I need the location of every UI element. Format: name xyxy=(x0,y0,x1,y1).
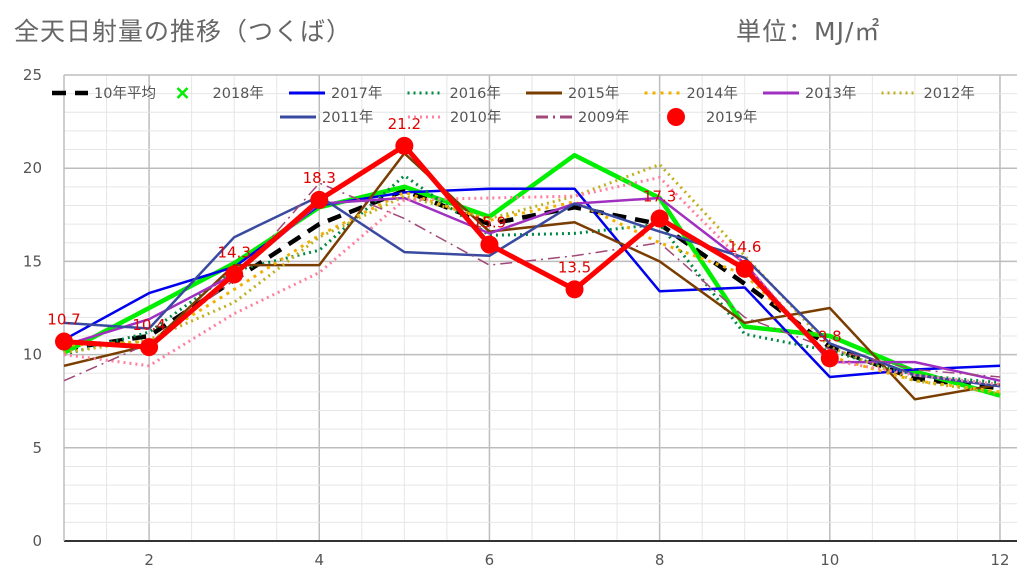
legend-label-0: 10年平均 xyxy=(94,85,156,102)
legend-label-11: 2019年 xyxy=(706,109,757,126)
x-tick-label: 2 xyxy=(144,551,154,569)
series-marker-11 xyxy=(565,280,584,299)
series-line-4 xyxy=(63,152,1001,401)
data-label: 18.3 xyxy=(303,169,336,187)
series-line-5 xyxy=(63,190,1001,394)
legend-label-5: 2014年 xyxy=(687,85,738,102)
series-marker-11 xyxy=(735,259,754,278)
data-label: 10.4 xyxy=(132,316,165,334)
axes: 0 5 10 15 20 25 2 4 6 8 10 12 xyxy=(23,66,1010,569)
grid-lines xyxy=(63,74,1017,542)
series-marker-11 xyxy=(820,349,839,368)
y-tick-label: 15 xyxy=(23,252,42,270)
data-label: 15.9 xyxy=(473,214,506,232)
legend-label-9: 2010年 xyxy=(450,109,501,126)
y-tick-label: 20 xyxy=(23,159,42,177)
series-line-7 xyxy=(63,163,1001,396)
x-tick-label: 10 xyxy=(820,551,839,569)
series-line-8 xyxy=(63,194,1001,388)
series-line-2 xyxy=(63,187,1001,379)
series-marker-11 xyxy=(55,332,73,351)
x-tick-label: 4 xyxy=(314,551,324,569)
legend-swatch-11 xyxy=(667,108,685,126)
series-group xyxy=(55,136,1001,401)
series-line-9 xyxy=(63,176,1001,386)
data-labels: 10.7 10.4 14.3 18.3 21.2 15.9 13.5 17.3 14.6 9.8 xyxy=(47,115,841,345)
series-marker-11 xyxy=(140,338,159,357)
legend: 10年平均 2018年 2017年 2016年 2015年 2014年 2013年 2012年… xyxy=(52,85,975,126)
data-label: 17.3 xyxy=(643,188,676,206)
legend-swatch-1 xyxy=(176,87,189,99)
x-tick-label: 12 xyxy=(990,551,1009,569)
legend-label-6: 2013年 xyxy=(805,85,856,102)
series-line-11 xyxy=(63,143,832,361)
series-marker-11 xyxy=(650,209,669,228)
legend-label-4: 2015年 xyxy=(568,85,619,102)
y-tick-label: 25 xyxy=(23,66,42,84)
y-tick-label: 5 xyxy=(32,439,42,457)
data-label: 14.6 xyxy=(728,238,761,256)
x-tick-label: 8 xyxy=(655,551,665,569)
data-label: 13.5 xyxy=(558,258,591,276)
legend-label-3: 2016年 xyxy=(450,85,501,102)
data-label: 9.8 xyxy=(818,327,842,345)
series-marker-11 xyxy=(225,265,244,284)
legend-label-10: 2009年 xyxy=(578,109,629,126)
data-label: 14.3 xyxy=(217,243,250,261)
legend-label-1: 2018年 xyxy=(213,85,264,102)
series-marker-11 xyxy=(395,136,414,155)
legend-label-2: 2017年 xyxy=(331,85,382,102)
series-line-10 xyxy=(63,182,1001,382)
chart-title: 全天日射量の推移（つくば） xyxy=(14,17,353,46)
data-label: 21.2 xyxy=(388,115,421,133)
data-label: 10.7 xyxy=(47,311,80,329)
x-tick-label: 6 xyxy=(485,551,495,569)
legend-label-8: 2011年 xyxy=(322,109,373,126)
y-tick-label: 0 xyxy=(32,532,42,550)
y-tick-label: 10 xyxy=(23,346,42,364)
series-marker-11 xyxy=(480,235,499,254)
series-marker-11 xyxy=(310,190,329,209)
chart-unit: 単位：MJ/㎡ xyxy=(736,17,881,46)
legend-label-7: 2012年 xyxy=(924,85,975,102)
